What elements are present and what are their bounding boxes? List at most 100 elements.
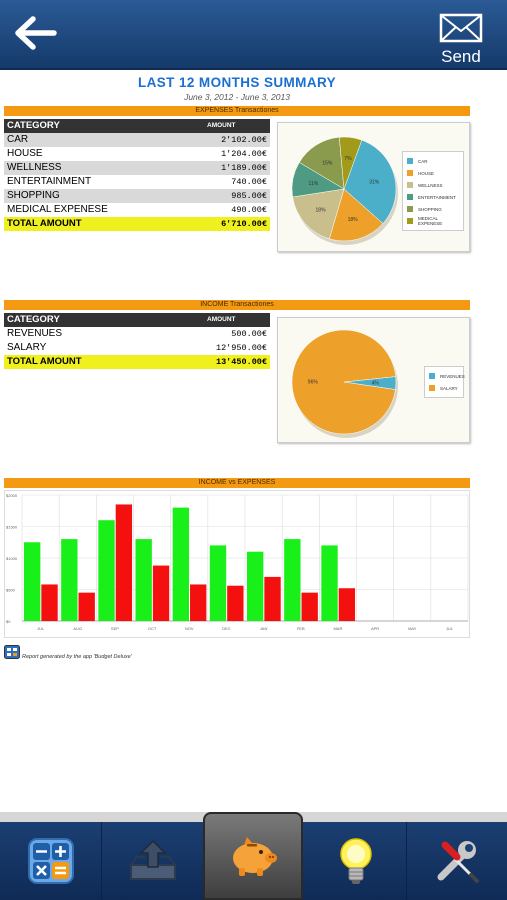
table-row: SALARY 12'950.00€ — [4, 341, 270, 355]
expense-bar — [264, 576, 281, 621]
upload-tray-icon — [129, 839, 176, 880]
row-amount: 500.00€ — [231, 329, 267, 339]
y-tick-label: $500 — [6, 588, 16, 593]
x-tick-label: AUG — [73, 626, 82, 631]
income-pie-chart: 4% 96% — [291, 329, 398, 438]
total-value: 6'710.00€ — [221, 219, 267, 229]
expense-bar — [41, 584, 58, 621]
x-tick-label: JAN — [260, 626, 268, 631]
x-tick-label: APR — [371, 626, 379, 631]
row-category: CAR — [7, 134, 29, 145]
row-category: SALARY — [7, 342, 47, 353]
legend-item: MEDICAL EXPENESE — [407, 215, 459, 227]
expense-bar — [338, 588, 356, 621]
expense-bar — [115, 504, 133, 621]
legend-item: SALARY — [429, 382, 459, 394]
table-row: HOUSE 1'204.00€ — [4, 147, 270, 161]
legend-swatch — [407, 194, 413, 200]
legend-swatch — [407, 206, 413, 212]
pie-slice — [292, 188, 345, 240]
tab-calculator[interactable] — [0, 822, 102, 900]
table-row: MEDICAL EXPENESE 490.00€ — [4, 203, 270, 217]
income-bar — [321, 545, 338, 621]
legend-swatch — [407, 182, 413, 188]
report-view[interactable]: LAST 12 MONTHS SUMMARY June 3, 2012 - Ju… — [0, 72, 507, 812]
tab-settings[interactable] — [406, 822, 507, 900]
legend-label: WELLNESS — [418, 182, 443, 188]
pie-slice — [291, 329, 396, 435]
table-header: CATEGORY AMOUNT — [4, 313, 270, 327]
back-button[interactable] — [14, 14, 60, 54]
tab-tips[interactable] — [305, 822, 407, 900]
income-vs-expenses-chart: $0 $500 $1000 $1500 $2000 JUL AUG SEP OCT NOV DEC J… — [6, 493, 469, 631]
legend-label: HOUSE — [418, 170, 435, 176]
column-category: CATEGORY — [7, 314, 60, 325]
credit-text: Report generated by the app 'Budget Delu… — [22, 654, 132, 660]
table-row: SHOPPING 985.00€ — [4, 189, 270, 203]
x-tick-label: SEP — [111, 626, 119, 631]
arrow-left-icon — [15, 16, 57, 50]
slice-label: 7% — [344, 156, 352, 162]
income-bar — [172, 507, 190, 621]
x-tick-label: MAR — [333, 626, 342, 631]
y-tick-label: $0 — [6, 619, 11, 624]
table-row: CAR 2'102.00€ — [4, 133, 270, 147]
legend-label: ENTERTAINMENT — [418, 194, 456, 200]
pie-slice — [339, 136, 363, 190]
legend-swatch — [429, 373, 435, 379]
report-title: LAST 12 MONTHS SUMMARY — [137, 75, 337, 90]
tab-upload[interactable] — [102, 822, 204, 900]
expenses-band: EXPENSES Transactiones — [4, 106, 470, 116]
table-row: WELLNESS 1'189.00€ — [4, 161, 270, 175]
column-amount: AMOUNT — [207, 122, 236, 129]
total-row: TOTAL AMOUNT 13'450.00€ — [4, 355, 270, 369]
slice-label: 31% — [369, 179, 380, 185]
total-label: TOTAL AMOUNT — [7, 218, 82, 229]
table-header: CATEGORY AMOUNT — [4, 119, 270, 133]
row-amount: 1'189.00€ — [221, 163, 267, 173]
comparison-band: INCOME vs EXPENSES — [4, 478, 470, 488]
legend-item: REVENUES — [429, 370, 465, 382]
report-date-range: June 3, 2012 - June 3, 2013 — [184, 92, 290, 102]
row-category: WELLNESS — [7, 162, 62, 173]
row-category: ENTERTAINMENT — [7, 176, 92, 187]
row-amount: 12'950.00€ — [215, 343, 267, 353]
envelope-icon — [439, 13, 483, 43]
slice-label: 15% — [322, 161, 333, 167]
tab-savings[interactable] — [203, 812, 303, 900]
legend-item: SHOPPING — [407, 203, 459, 215]
legend-item: ENTERTAINMENT — [407, 191, 459, 203]
income-bar — [284, 539, 301, 621]
expenses-pie-panel: 31% 18% 18% 11% 15% 7% CAR HOUSE WELLNESS ENTERT… — [277, 122, 470, 252]
legend-label: MEDICAL EXPENESE — [418, 216, 443, 226]
x-tick-label: FEB — [297, 626, 305, 631]
x-tick-label: NOV — [185, 626, 194, 631]
legend-label: REVENUES — [440, 373, 465, 379]
top-bar: Send — [0, 0, 507, 70]
legend-label: SALARY — [440, 385, 458, 391]
total-label: TOTAL AMOUNT — [7, 356, 82, 367]
total-value: 13'450.00€ — [215, 357, 267, 367]
pie-slice — [329, 188, 384, 242]
x-tick-label: MAY — [408, 626, 417, 631]
row-category: SHOPPING — [7, 190, 60, 201]
slice-label: 18% — [348, 217, 359, 223]
income-bar — [247, 551, 264, 621]
row-amount: 490.00€ — [231, 205, 267, 215]
row-category: MEDICAL EXPENESE — [7, 204, 108, 215]
x-tick-label: JUL — [37, 626, 45, 631]
legend-label: CAR — [418, 158, 428, 164]
legend-label: SHOPPING — [418, 206, 442, 212]
slice-label: 18% — [316, 208, 327, 214]
row-category: REVENUES — [7, 328, 63, 339]
legend-item: CAR — [407, 155, 459, 167]
income-pie-legend: REVENUES SALARY — [424, 366, 465, 398]
column-amount: AMOUNT — [207, 316, 236, 323]
legend-item: WELLNESS — [407, 179, 459, 191]
row-amount: 1'204.00€ — [221, 149, 267, 159]
slice-label: 96% — [308, 379, 319, 385]
row-amount: 985.00€ — [231, 191, 267, 201]
x-tick-label: JUL — [446, 626, 454, 631]
send-button[interactable]: Send — [431, 12, 491, 68]
